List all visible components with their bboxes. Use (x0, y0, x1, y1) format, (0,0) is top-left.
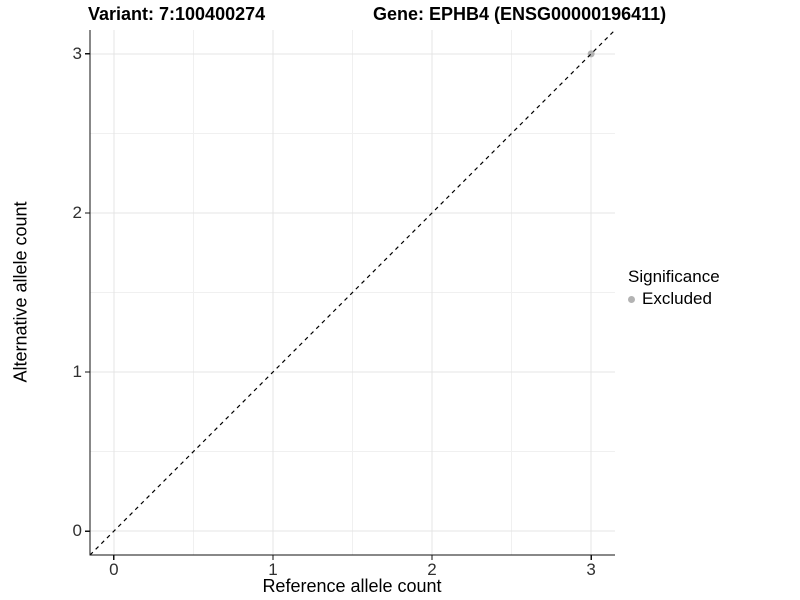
x-tick-label: 0 (109, 560, 119, 579)
legend-title: Significance (628, 267, 720, 286)
legend: Significance Excluded (628, 266, 788, 310)
x-tick-label: 1 (268, 560, 278, 579)
plot-title-variant: Variant: 7:100400274 (88, 4, 266, 24)
y-tick-label: 2 (72, 202, 82, 222)
y-axis-title: Alternative allele count (10, 201, 31, 383)
y-tick-label: 1 (72, 362, 82, 382)
legend-item-label: Excluded (642, 289, 712, 308)
legend-point-icon (628, 295, 635, 303)
plot-title-gene: Gene: EPHB4 (ENSG00000196411) (373, 4, 667, 24)
x-tick-label: 3 (586, 560, 596, 579)
y-tick-label: 0 (72, 521, 82, 541)
legend-item-excluded: Excluded (628, 288, 788, 310)
identity-line (89, 29, 616, 556)
x-tick-label: 2 (427, 560, 437, 579)
x-axis-title: Reference allele count (262, 576, 442, 596)
y-tick-label: 3 (72, 43, 82, 63)
